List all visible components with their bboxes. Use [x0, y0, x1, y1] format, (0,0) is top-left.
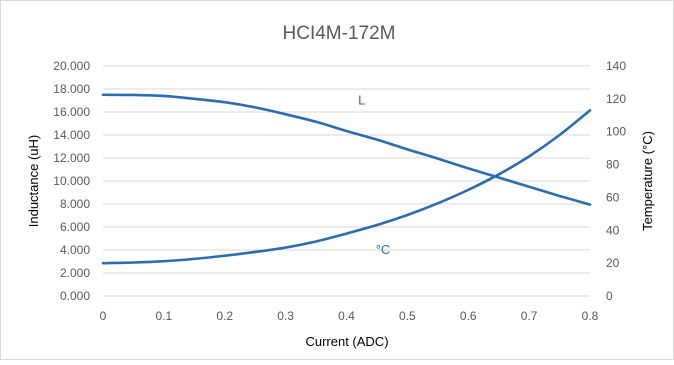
- y-left-tick-label: 6.000: [60, 220, 90, 234]
- y-left-tick-label: 18.000: [53, 82, 90, 96]
- y-right-tick-label: 120: [606, 92, 626, 106]
- y-right-tick-label: 140: [606, 59, 626, 73]
- x-tick-label: 0.2: [216, 309, 233, 323]
- y-left-tick-label: 10.000: [53, 174, 90, 188]
- x-tick-label: 0: [100, 309, 107, 323]
- y-left-axis-title: Inductance (uH): [26, 135, 41, 228]
- y-right-tick-label: 0: [606, 289, 613, 303]
- x-tick-label: 0.4: [338, 309, 355, 323]
- y-right-tick-label: 20: [606, 256, 620, 270]
- y-left-tick-label: 16.000: [53, 105, 90, 119]
- x-tick-label: 0.7: [521, 309, 538, 323]
- gridlines: [103, 65, 590, 297]
- inductance-series-line: [101, 93, 592, 206]
- y-right-tick-label: 60: [606, 190, 620, 204]
- y-left-tick-label: 0.000: [60, 289, 90, 303]
- y-right-axis-title: Temperature (°C): [640, 131, 655, 231]
- x-tick-label: 0.6: [460, 309, 477, 323]
- temperature-series-line: [101, 109, 592, 265]
- y-left-tick-label: 2.000: [60, 266, 90, 280]
- y-left-tick-label: 8.000: [60, 197, 90, 211]
- tick-labels: 0.000 2.000 4.000 6.000 8.000 10.000 12.000 14.…: [53, 59, 626, 323]
- y-left-tick-label: 12.000: [53, 151, 90, 165]
- x-tick-label: 0.3: [277, 309, 294, 323]
- y-right-tick-label: 100: [606, 125, 626, 139]
- y-right-tick-label: 80: [606, 158, 620, 172]
- annotation-l-label: L: [358, 92, 365, 107]
- x-axis-title: Current (ADC): [305, 334, 388, 349]
- series-layer: [101, 93, 592, 265]
- y-left-tick-label: 14.000: [53, 128, 90, 142]
- x-tick-label: 0.8: [582, 309, 599, 323]
- y-left-tick-label: 20.000: [53, 59, 90, 73]
- y-right-tick-label: 40: [606, 223, 620, 237]
- x-tick-label: 0.5: [399, 309, 416, 323]
- chart-title: HCI4M-172M: [283, 23, 396, 44]
- x-tick-label: 0.1: [156, 309, 173, 323]
- y-left-tick-label: 4.000: [60, 243, 90, 257]
- annotation-temp-label: °C: [376, 242, 391, 257]
